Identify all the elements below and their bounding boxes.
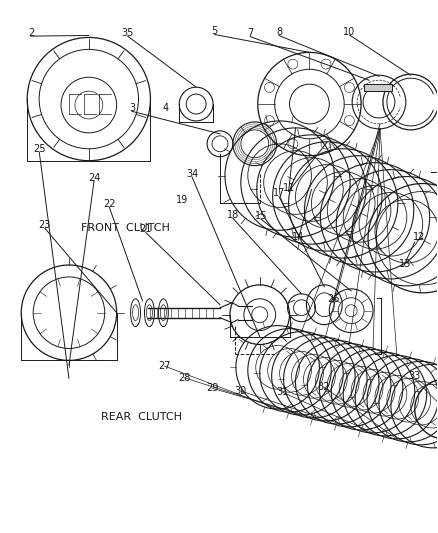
Text: 24: 24 [88, 173, 100, 182]
Text: 33: 33 [409, 371, 421, 381]
Text: 8: 8 [276, 27, 282, 37]
Bar [364, 84, 392, 91]
Text: 19: 19 [176, 195, 188, 205]
Text: 32: 32 [317, 382, 330, 392]
Text: 25: 25 [33, 144, 46, 154]
Text: 27: 27 [159, 361, 171, 371]
Text: 3: 3 [129, 103, 135, 112]
Text: REAR  CLUTCH: REAR CLUTCH [101, 412, 182, 422]
Text: 4: 4 [163, 103, 169, 112]
Text: 18: 18 [227, 210, 239, 220]
Text: 17: 17 [273, 188, 285, 198]
Text: 5: 5 [212, 26, 218, 36]
Text: 13: 13 [399, 259, 411, 269]
Text: 34: 34 [186, 169, 198, 179]
Text: 12: 12 [413, 232, 425, 243]
Text: 14: 14 [292, 232, 304, 243]
Text: 23: 23 [39, 220, 51, 230]
Text: 22: 22 [103, 199, 116, 209]
Text: 10: 10 [343, 27, 356, 37]
Text: 15: 15 [255, 211, 268, 221]
Text: 30: 30 [235, 386, 247, 396]
Text: FRONT  CLUTCH: FRONT CLUTCH [81, 223, 170, 233]
Text: 35: 35 [121, 28, 134, 38]
Text: 28: 28 [178, 373, 191, 383]
Text: 29: 29 [206, 383, 219, 393]
Text: 21: 21 [140, 224, 152, 235]
Text: 2: 2 [28, 28, 34, 38]
Text: 26: 26 [327, 294, 339, 304]
Text: 7: 7 [247, 28, 254, 38]
Text: 31: 31 [276, 387, 288, 397]
Text: 11: 11 [283, 183, 295, 193]
